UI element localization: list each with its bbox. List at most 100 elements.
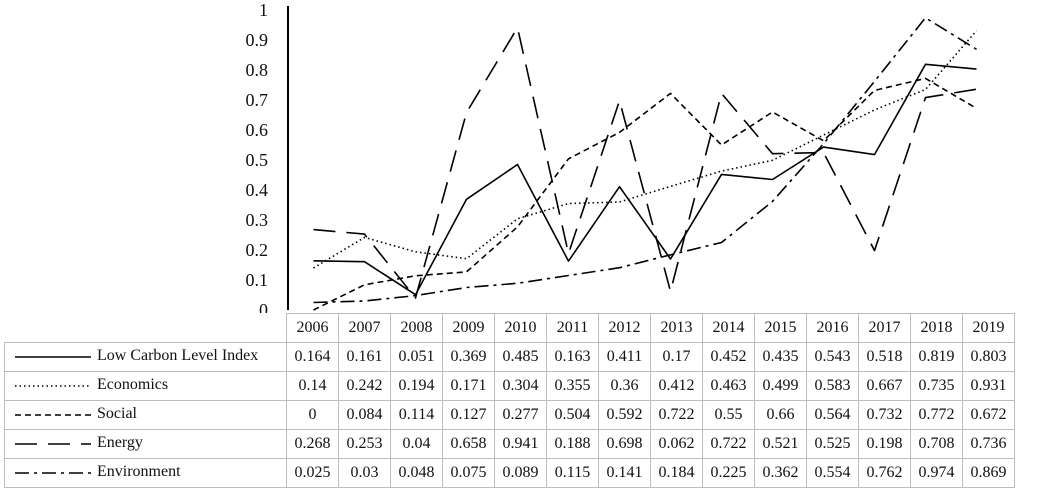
- data-label: 0.304: [494, 371, 547, 401]
- data-label: 0.732: [858, 400, 911, 430]
- data-label: 0.762: [858, 458, 911, 488]
- data-label: 0.355: [546, 371, 599, 401]
- data-label: 0.161: [338, 342, 391, 372]
- table-row: Economics 0.14 0.242 0.194 0.171 0.304 0.355 0.…: [4, 371, 1015, 401]
- data-label: 0.974: [910, 458, 963, 488]
- data-label: 0.141: [598, 458, 651, 488]
- x-tick-label: 2010: [494, 313, 547, 343]
- data-label: 0.435: [754, 342, 807, 372]
- data-label: 0.592: [598, 400, 651, 430]
- y-tick-label: 0: [259, 300, 268, 313]
- table-row: Social 0 0.084 0.114 0.127 0.277 0.504 0.592 0.7…: [4, 400, 1015, 430]
- legend-key-line: [15, 472, 91, 474]
- data-table: 2006 2007 2008 2009 2010 2011 2012 2013 2014 2015…: [4, 313, 1015, 488]
- data-label: 0.583: [806, 371, 859, 401]
- y-tick-label: 0.8: [246, 60, 269, 80]
- table-row: Environment 0.025 0.03 0.048 0.075 0.089 0.115…: [4, 458, 1015, 488]
- data-label: 0.564: [806, 400, 859, 430]
- legend-entry: Economics: [4, 371, 287, 401]
- data-label: 0.869: [962, 458, 1015, 488]
- legend-entry: Energy: [4, 429, 287, 459]
- x-tick-label: 2013: [650, 313, 703, 343]
- legend-key-line: [15, 443, 91, 445]
- x-tick-label: 2018: [910, 313, 963, 343]
- data-label: 0.188: [546, 429, 599, 459]
- data-label: 0.062: [650, 429, 703, 459]
- x-tick-label: 2016: [806, 313, 859, 343]
- x-tick-label: 2009: [442, 313, 495, 343]
- series-line-energy: [313, 26, 977, 299]
- series-line-environment: [313, 16, 977, 304]
- legend-label: Environment: [97, 463, 181, 480]
- legend-entry: Low Carbon Level Index: [4, 342, 287, 372]
- data-label: 0.499: [754, 371, 807, 401]
- y-tick-label: 0.6: [246, 120, 269, 140]
- y-tick-label: 0.5: [246, 150, 269, 170]
- data-label: 0.708: [910, 429, 963, 459]
- table-corner: [4, 313, 287, 343]
- legend-key-line: [15, 414, 91, 416]
- data-label: 0.66: [754, 400, 807, 430]
- y-tick-label: 0.9: [246, 30, 269, 50]
- data-label: 0.048: [390, 458, 443, 488]
- x-tick-label: 2015: [754, 313, 807, 343]
- legend-label: Social: [97, 405, 137, 422]
- table-row: Low Carbon Level Index 0.164 0.161 0.051 0.3…: [4, 342, 1015, 372]
- x-tick-label: 2017: [858, 313, 911, 343]
- series-line-social: [313, 77, 977, 311]
- x-tick-label: 2012: [598, 313, 651, 343]
- legend-label: Economics: [97, 376, 169, 393]
- legend-label: Energy: [97, 434, 143, 451]
- data-label: 0.084: [338, 400, 391, 430]
- y-tick-label: 0.4: [246, 180, 269, 200]
- data-label: 0.075: [442, 458, 495, 488]
- table-header-row: 2006 2007 2008 2009 2010 2011 2012 2013 2014 2015…: [4, 313, 1015, 343]
- data-label: 0.369: [442, 342, 495, 372]
- data-label: 0.127: [442, 400, 495, 430]
- data-label: 0.025: [286, 458, 339, 488]
- data-label: 0.268: [286, 429, 339, 459]
- x-tick-label: 2011: [546, 313, 599, 343]
- y-tick-label: 0.1: [246, 270, 269, 290]
- data-label: 0.698: [598, 429, 651, 459]
- data-label: 0.051: [390, 342, 443, 372]
- data-label: 0.941: [494, 429, 547, 459]
- data-label: 0.164: [286, 342, 339, 372]
- data-label: 0.412: [650, 371, 703, 401]
- data-label: 0.114: [390, 400, 443, 430]
- data-label: 0.277: [494, 400, 547, 430]
- data-label: 0.735: [910, 371, 963, 401]
- data-label: 0.463: [702, 371, 755, 401]
- data-label: 0.089: [494, 458, 547, 488]
- data-label: 0.736: [962, 429, 1015, 459]
- data-label: 0.171: [442, 371, 495, 401]
- legend-key-line: [15, 356, 91, 358]
- data-label: 0.452: [702, 342, 755, 372]
- data-label: 0.485: [494, 342, 547, 372]
- x-tick-label: 2006: [286, 313, 339, 343]
- legend-key-line: [15, 385, 91, 387]
- x-tick-label: 2007: [338, 313, 391, 343]
- chart-plot-area: 0 0.1 0.2 0.3 0.4 0.5 0.6 0.7 0.8 0.9 1: [246, 0, 978, 313]
- data-label: 0.931: [962, 371, 1015, 401]
- data-label: 0.163: [546, 342, 599, 372]
- series-line-low-carbon-level-index: [313, 63, 977, 296]
- y-tick-label: 1: [259, 0, 268, 20]
- data-label: 0.658: [442, 429, 495, 459]
- data-label: 0.03: [338, 458, 391, 488]
- data-label: 0.722: [650, 400, 703, 430]
- data-label: 0.672: [962, 400, 1015, 430]
- data-label: 0.17: [650, 342, 703, 372]
- y-tick-label: 0.7: [246, 90, 269, 110]
- x-tick-label: 2014: [702, 313, 755, 343]
- data-label: 0.554: [806, 458, 859, 488]
- data-label: 0.115: [546, 458, 599, 488]
- data-label: 0.525: [806, 429, 859, 459]
- data-label: 0.198: [858, 429, 911, 459]
- data-label: 0.521: [754, 429, 807, 459]
- data-label: 0.55: [702, 400, 755, 430]
- data-label: 0.543: [806, 342, 859, 372]
- data-label: 0.242: [338, 371, 391, 401]
- x-tick-label: 2008: [390, 313, 443, 343]
- data-label: 0: [286, 400, 339, 430]
